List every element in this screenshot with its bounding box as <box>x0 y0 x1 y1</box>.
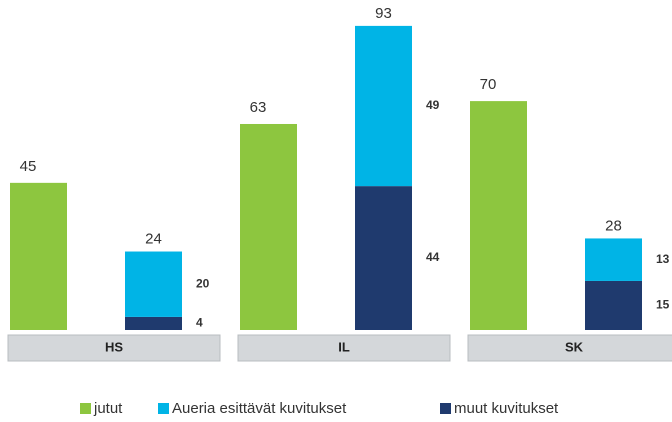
bar-segment <box>585 280 642 330</box>
legend-swatch <box>158 403 169 414</box>
bar-segment <box>585 238 642 281</box>
bar <box>240 123 297 331</box>
bar <box>10 182 67 330</box>
x-tick-label: HS <box>105 339 123 354</box>
data-label: 63 <box>250 99 267 116</box>
bar <box>470 101 527 330</box>
total-label: 28 <box>605 217 622 234</box>
category-box <box>7 334 221 362</box>
data-label: 70 <box>480 76 497 93</box>
segment-label: 4 <box>196 316 203 330</box>
segment-label: 20 <box>196 276 210 290</box>
total-label: 24 <box>145 230 162 247</box>
legend-label: jutut <box>93 400 123 417</box>
segment-label: 13 <box>656 252 670 266</box>
legend-label: muut kuvitukset <box>454 400 559 417</box>
category-box <box>237 334 451 362</box>
segment-label: 44 <box>426 250 440 264</box>
bar-segment <box>355 186 412 330</box>
x-tick-label: SK <box>565 339 584 354</box>
segment-label: 49 <box>426 98 440 112</box>
data-label: 45 <box>20 158 37 175</box>
segment-label: 15 <box>656 298 670 312</box>
category-box <box>467 334 672 362</box>
legend-label: Aueria esittävät kuvitukset <box>172 400 347 417</box>
bar-segment <box>125 251 182 317</box>
x-tick-label: IL <box>338 339 350 354</box>
bar-segment <box>355 25 412 187</box>
legend-swatch <box>440 403 451 414</box>
legend-swatch <box>80 403 91 414</box>
bar-segment <box>125 316 182 330</box>
total-label: 93 <box>375 5 392 22</box>
